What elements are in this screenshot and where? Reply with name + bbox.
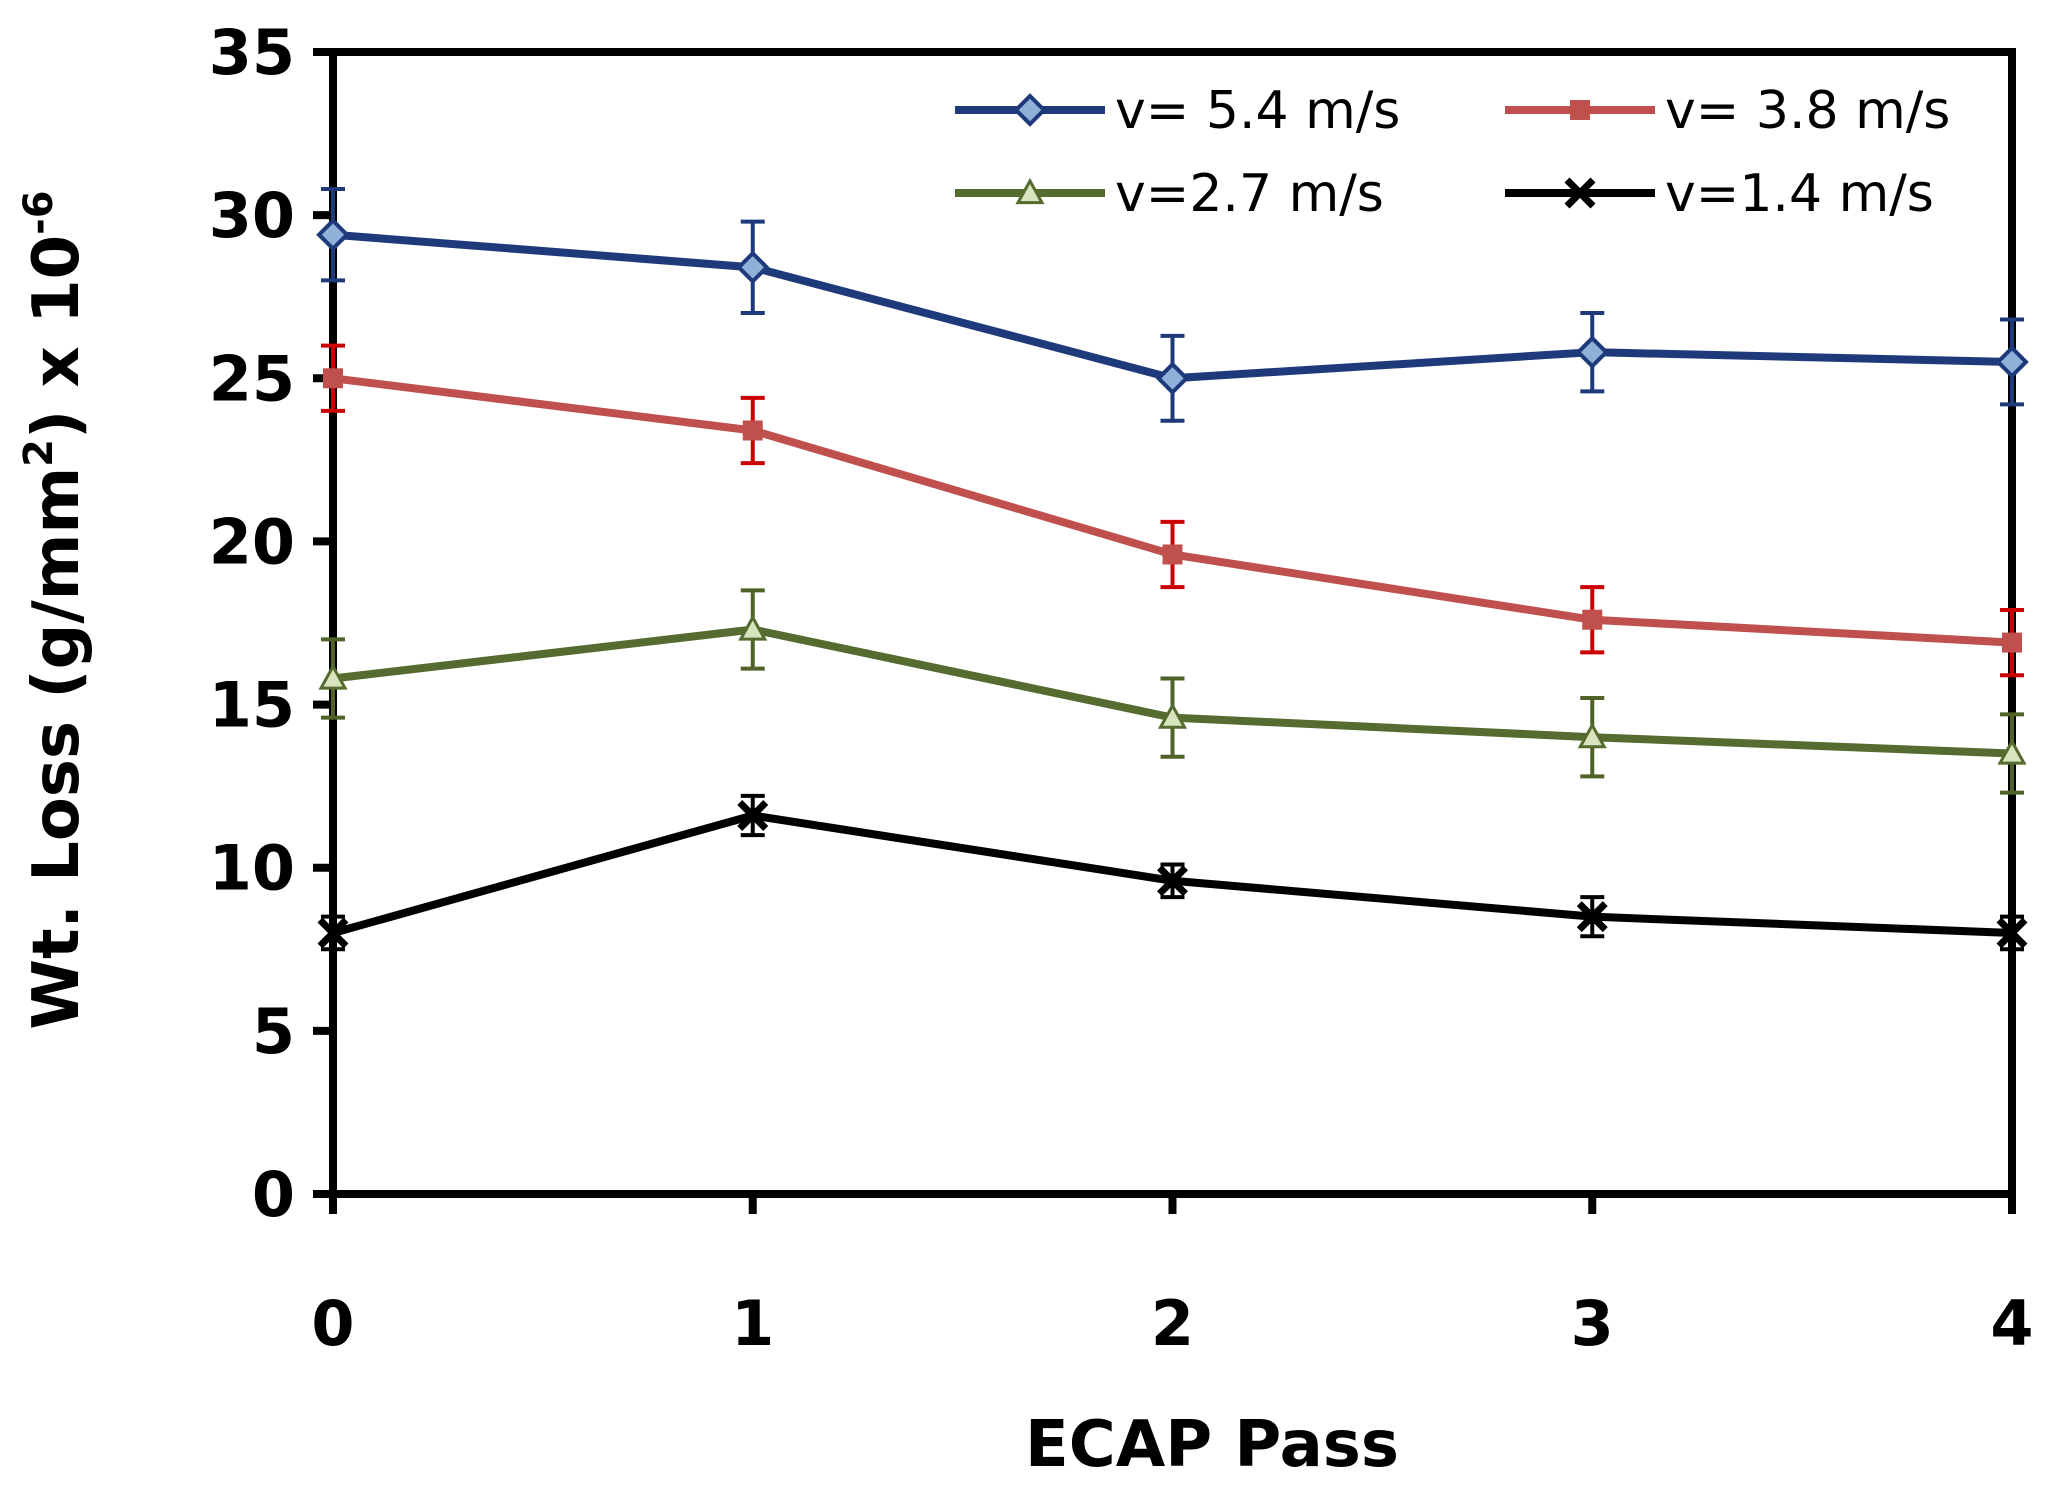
y-axis-title-mid: ) x 10 <box>20 235 94 439</box>
y-tick-label: 5 <box>252 995 295 1068</box>
y-tick-label: 10 <box>209 832 295 905</box>
x-axis: 0 1 2 3 4 <box>311 1194 2034 1360</box>
data-point <box>318 663 348 690</box>
data-point <box>1996 917 2028 949</box>
legend-item: v=2.7 m/s <box>955 164 1384 224</box>
data-point <box>1576 901 1608 933</box>
legend-label: v= 5.4 m/s <box>1115 81 1400 141</box>
y-tick-label: 30 <box>209 179 295 252</box>
legend-marker <box>1564 177 1596 209</box>
data-point <box>1575 335 1610 370</box>
series-2 <box>318 588 2027 795</box>
x-tick-label: 3 <box>1571 1287 1614 1360</box>
series-3 <box>317 793 2028 952</box>
data-point <box>2002 632 2022 653</box>
y-axis-title-sup1: 2 <box>16 439 62 467</box>
y-axis-title-sup2: -6 <box>16 190 62 234</box>
data-point <box>735 250 770 285</box>
x-tick-label: 4 <box>1990 1287 2033 1360</box>
data-point <box>1995 345 2029 379</box>
data-point <box>1157 865 1188 897</box>
data-point <box>742 420 763 441</box>
legend-marker <box>1570 100 1590 120</box>
y-tick-label: 20 <box>209 505 295 578</box>
data-point <box>1157 702 1188 729</box>
data-point <box>317 917 349 949</box>
y-tick-label: 25 <box>209 342 295 415</box>
y-axis: 0 5 10 15 20 25 30 35 <box>209 16 333 1231</box>
legend-item: v= 3.8 m/s <box>1505 81 1950 141</box>
y-tick-label: 0 <box>252 1158 295 1231</box>
legend-item: v= 5.4 m/s <box>955 81 1400 141</box>
legend-marker <box>1015 177 1045 205</box>
y-tick-label: 35 <box>209 16 295 89</box>
series-layer <box>316 187 2029 952</box>
data-point <box>1577 722 1607 749</box>
legend-label: v=1.4 m/s <box>1665 164 1934 224</box>
legend-item: v=1.4 m/s <box>1505 164 1934 224</box>
x-tick-label: 1 <box>731 1287 774 1360</box>
series-1 <box>321 343 2024 678</box>
x-tick-label: 0 <box>311 1287 354 1360</box>
x-axis-title: ECAP Pass <box>1025 1408 1399 1482</box>
legend-label: v= 3.8 m/s <box>1665 81 1950 141</box>
data-point <box>737 800 769 831</box>
data-point <box>1582 609 1603 630</box>
data-point <box>1162 544 1183 565</box>
legend-marker <box>1013 93 1047 127</box>
data-point <box>323 368 343 389</box>
legend-label: v=2.7 m/s <box>1115 164 1384 224</box>
data-point <box>1155 361 1190 396</box>
series-0 <box>316 187 2029 423</box>
y-axis-title-main: Wt. Loss (g/mm <box>20 467 94 1030</box>
y-tick-label: 15 <box>209 669 295 742</box>
x-tick-label: 2 <box>1151 1287 1194 1360</box>
data-point <box>1997 738 2027 765</box>
legend: v= 5.4 m/s v= 3.8 m/s v=2.7 m/s v=1.4 m/s <box>955 81 1950 224</box>
data-point <box>316 217 350 252</box>
data-point <box>738 614 768 641</box>
y-axis-title: Wt. Loss (g/mm2) x 10-6 <box>16 190 94 1029</box>
